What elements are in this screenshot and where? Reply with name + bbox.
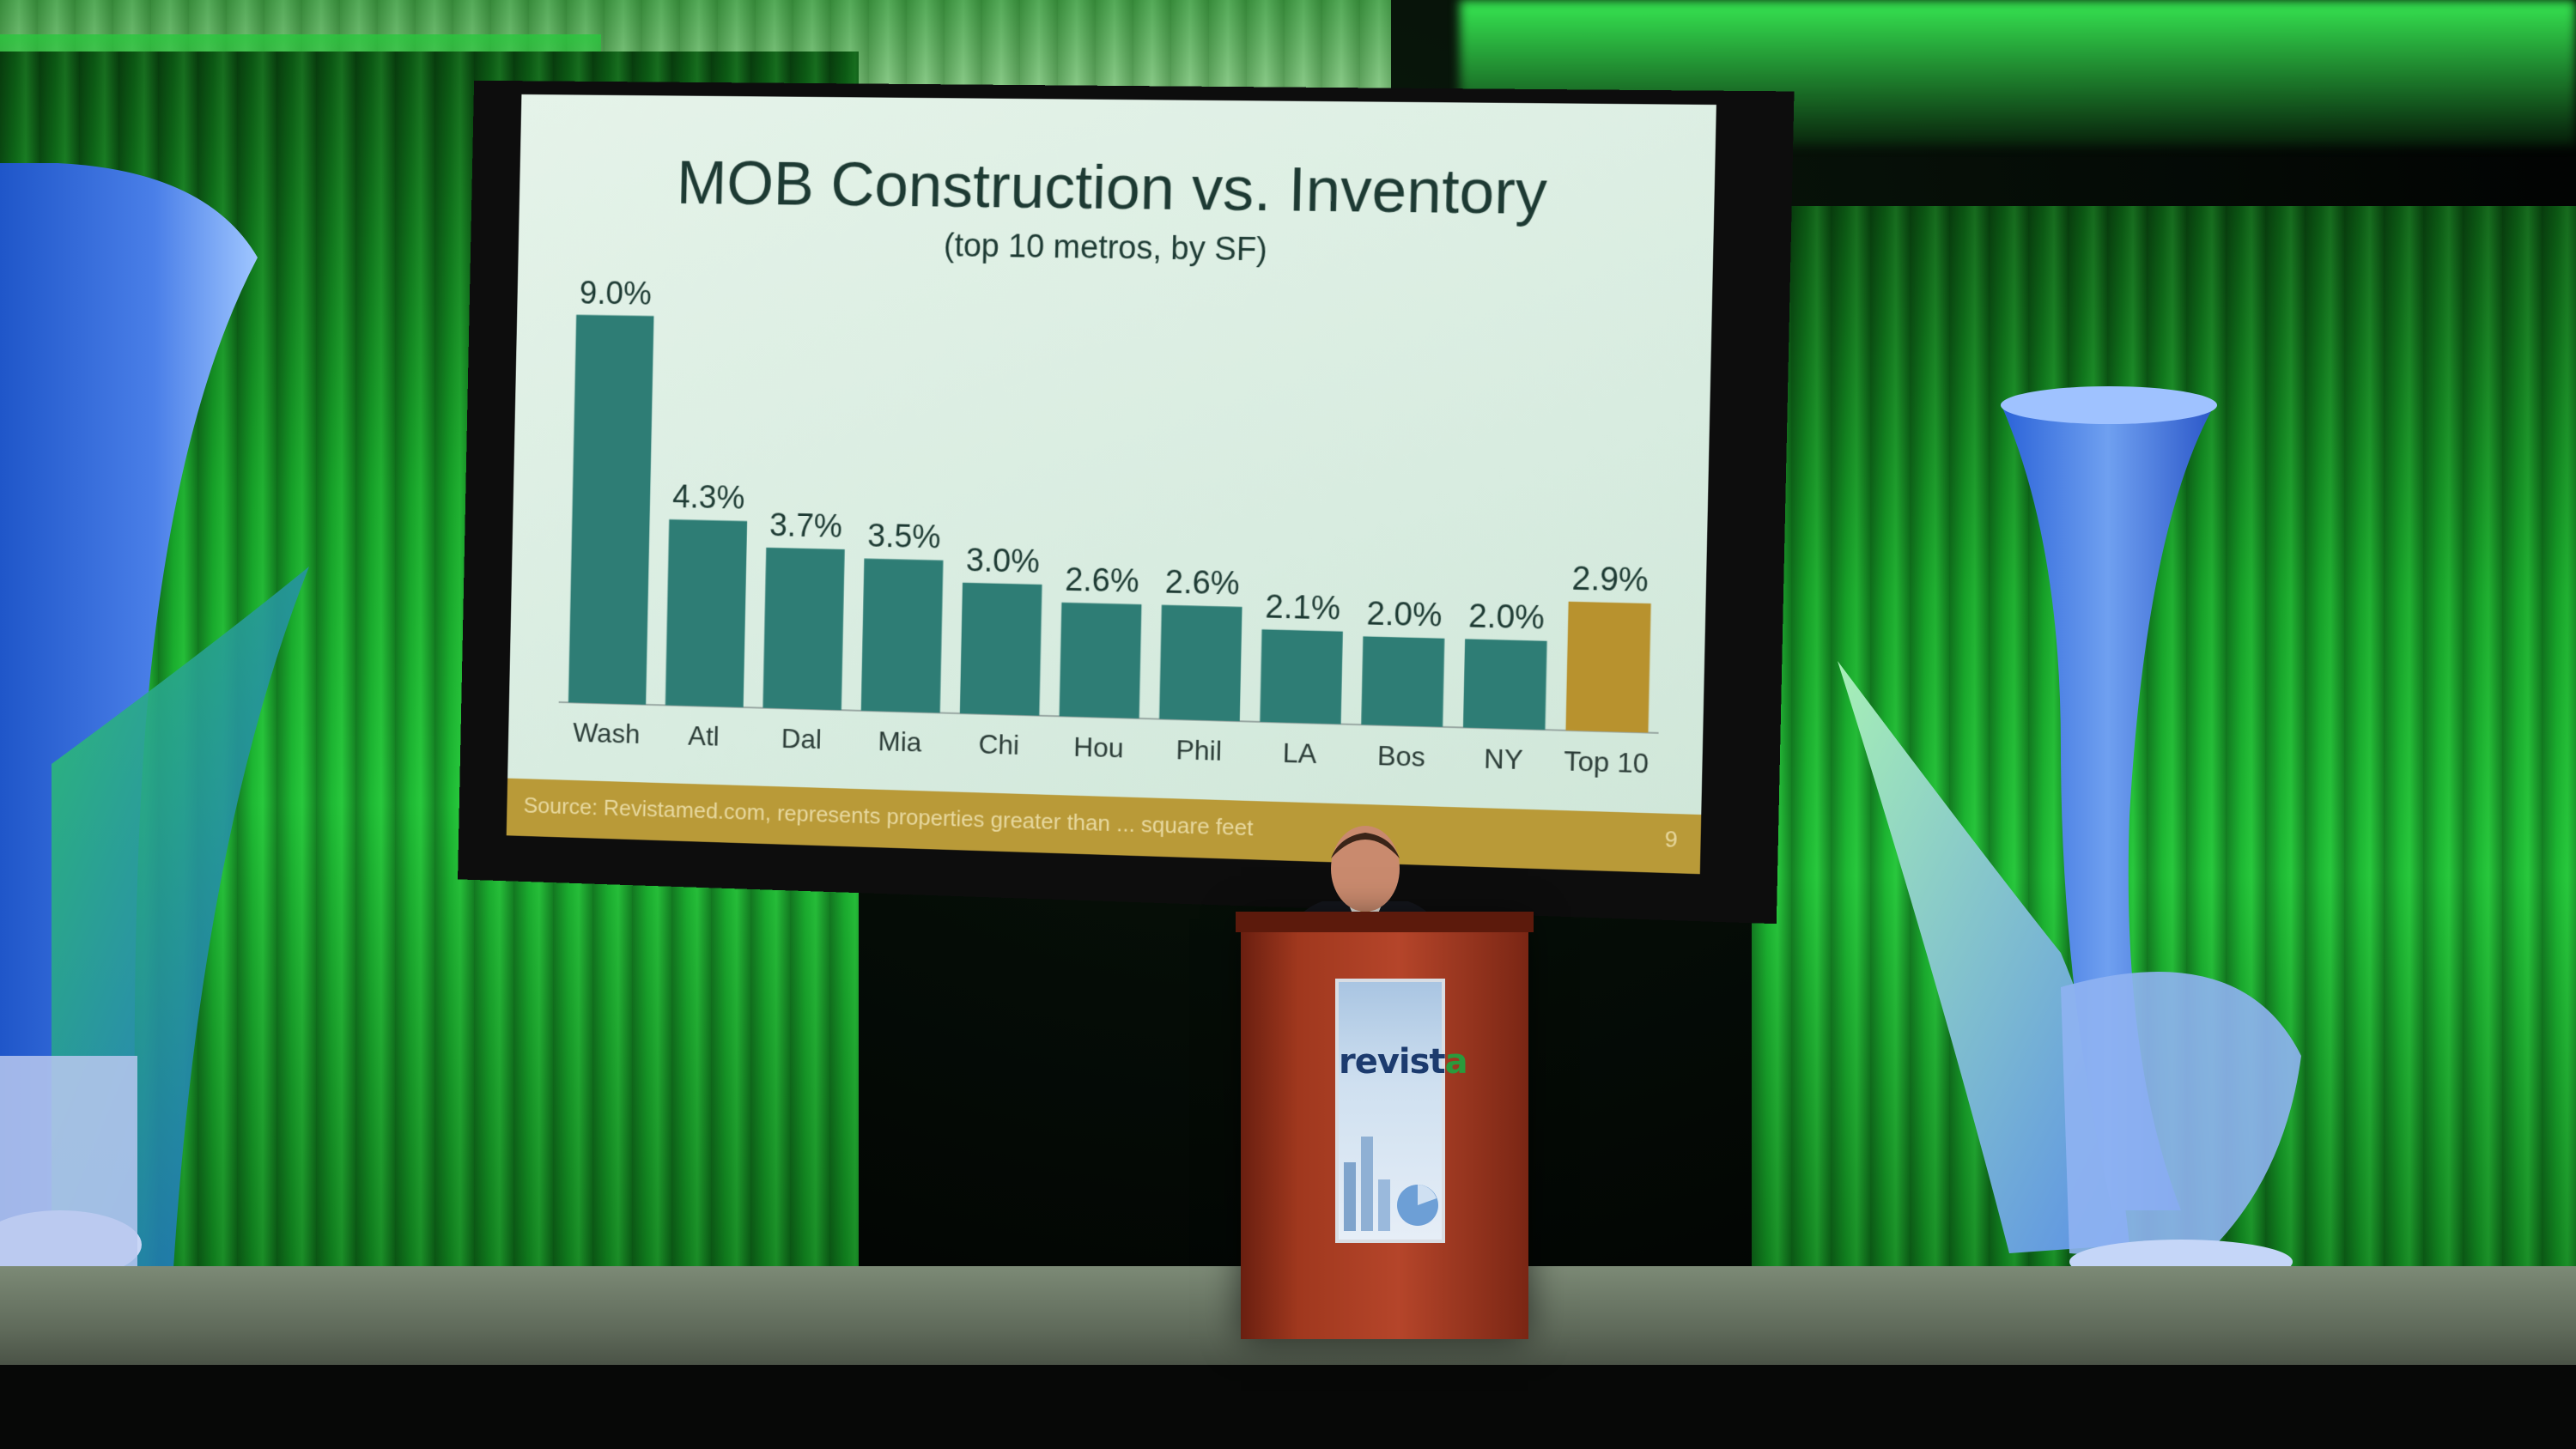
projection-screen: 9.0% Wash 4.3% Atl 3.7% Dal 3.5% Mia 3.0% Chi 2.6%… (458, 81, 1794, 924)
bar-bos (1361, 636, 1444, 727)
bar-mia (861, 559, 944, 713)
source-note: Source: Revistamed.com, represents prope… (523, 792, 1253, 841)
category-label: Chi (978, 728, 1019, 761)
logo-accent-letter: a (1445, 1042, 1467, 1082)
podium: revista (1241, 919, 1528, 1339)
podium-sign: revista (1335, 979, 1445, 1243)
data-label: 3.0% (965, 542, 1040, 579)
category-label: Phil (1176, 734, 1222, 767)
data-label: 3.7% (769, 506, 843, 544)
stage-edge (0, 1365, 2576, 1449)
sculpture-left (0, 163, 326, 1313)
data-label: 2.0% (1468, 597, 1545, 635)
bar-phil (1159, 605, 1242, 722)
data-label: 3.5% (867, 518, 941, 555)
data-label: 4.3% (672, 478, 745, 516)
category-label: Wash (573, 717, 641, 749)
category-label: Top 10 (1564, 745, 1649, 779)
data-label: 2.0% (1366, 595, 1443, 634)
category-label: Mia (878, 725, 922, 758)
data-label: 2.6% (1164, 563, 1240, 602)
slide-page-number: 9 (1664, 826, 1678, 853)
category-label: Dal (781, 723, 823, 755)
data-label: 2.6% (1065, 561, 1139, 600)
bar-ny (1463, 639, 1547, 730)
data-label: 9.0% (580, 274, 653, 311)
podium-top (1236, 912, 1534, 932)
data-label: 2.9% (1571, 560, 1649, 598)
bar-top-10 (1565, 602, 1650, 733)
podium-sign-graphic (1339, 982, 1442, 1240)
sculpture-right (1838, 386, 2353, 1296)
category-label: NY (1484, 743, 1523, 775)
slide: 9.0% Wash 4.3% Atl 3.7% Dal 3.5% Mia 3.0% Chi 2.6%… (507, 94, 1716, 874)
bar-wash (568, 315, 654, 705)
category-label: LA (1283, 737, 1318, 769)
bar-hou (1060, 603, 1142, 718)
bar-dal (762, 548, 844, 710)
category-label: Atl (688, 720, 720, 752)
category-label: Bos (1377, 740, 1426, 773)
data-label: 2.1% (1265, 588, 1340, 627)
category-label: Hou (1073, 731, 1124, 763)
revista-logo: revista (1339, 1042, 1442, 1082)
bar-atl (665, 519, 747, 707)
bar-chi (960, 583, 1042, 716)
bar-la (1260, 629, 1343, 724)
